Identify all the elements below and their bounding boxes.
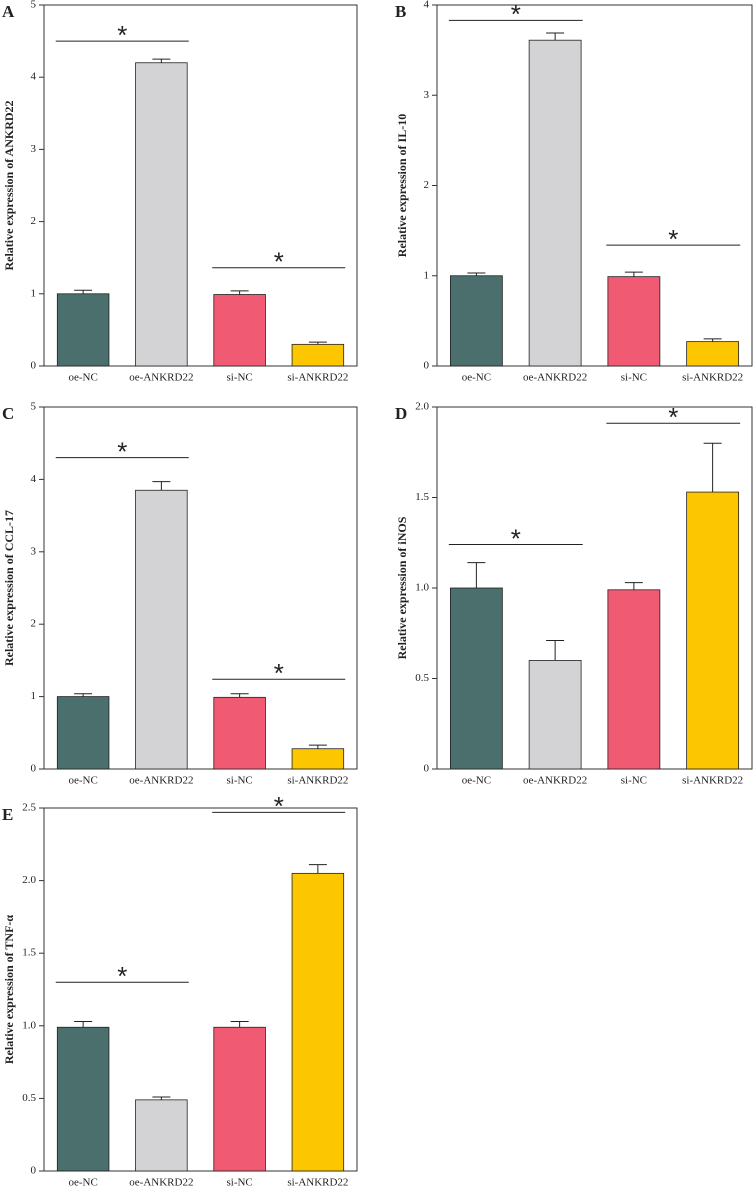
bar: [607, 276, 661, 367]
bar: [449, 587, 503, 770]
x-tick-label: oe-NC: [462, 775, 491, 787]
bar: [213, 696, 266, 770]
y-axis-label: Relative expression of IL-10: [395, 114, 409, 257]
y-tick-label: 0: [424, 360, 430, 372]
x-tick-label: oe-ANKRD22: [523, 372, 587, 384]
y-tick-label: 4: [424, 0, 430, 11]
plot-frame: [43, 4, 358, 367]
y-tick-label: 4: [31, 473, 37, 485]
x-tick-label: oe-NC: [68, 372, 97, 384]
panel-label: D: [395, 404, 407, 423]
x-tick-label: oe-ANKRD22: [129, 1177, 193, 1189]
y-tick-label: 1.5: [22, 947, 36, 959]
bar: [607, 589, 661, 770]
bar: [135, 1099, 188, 1172]
y-axis-label: Relative expression of iNOS: [395, 516, 409, 659]
y-tick-label: 3: [31, 143, 37, 155]
y-tick-label: 3: [31, 545, 37, 557]
x-tick-label: si-ANKRD22: [682, 775, 743, 787]
significance-mark: *: [274, 791, 284, 821]
y-tick-label: 5: [31, 0, 37, 11]
y-tick-label: 2.0: [22, 874, 36, 886]
x-tick-label: oe-NC: [68, 1177, 97, 1189]
bar: [213, 1026, 266, 1172]
y-tick-label: 3: [424, 89, 430, 101]
y-tick-label: 1.0: [415, 582, 429, 594]
bar: [291, 748, 345, 770]
y-tick-label: 2: [424, 179, 430, 191]
panel-label: C: [2, 404, 14, 423]
y-tick-label: 4: [31, 71, 37, 83]
panel-label: E: [2, 805, 13, 824]
significance-mark: *: [117, 437, 127, 467]
y-axis-label: Relative expression of TNF-α: [2, 915, 16, 1065]
y-tick-label: 1.0: [22, 1019, 36, 1031]
x-tick-label: oe-ANKRD22: [523, 775, 587, 787]
bar: [686, 491, 740, 770]
y-tick-label: 0: [31, 763, 37, 775]
y-tick-label: 2: [31, 215, 37, 227]
significance-mark: *: [511, 523, 521, 553]
y-tick-label: 5: [31, 401, 37, 413]
x-tick-label: si-ANKRD22: [287, 775, 348, 787]
y-tick-label: 2: [31, 618, 37, 630]
plot-frame: [43, 406, 358, 770]
y-tick-label: 1: [424, 269, 430, 281]
bar: [56, 1026, 110, 1172]
bar: [56, 293, 110, 367]
significance-mark: *: [117, 20, 127, 50]
panel-label: A: [2, 2, 15, 21]
significance-mark: *: [274, 658, 284, 688]
y-tick-label: 0: [31, 1165, 37, 1177]
x-tick-label: si-ANKRD22: [682, 372, 743, 384]
bar: [528, 660, 582, 770]
x-tick-label: oe-ANKRD22: [129, 372, 193, 384]
y-tick-label: 0.5: [415, 672, 429, 684]
x-tick-label: si-NC: [226, 1177, 252, 1189]
significance-mark: *: [117, 961, 127, 991]
panel-label: B: [395, 2, 406, 21]
x-tick-label: si-NC: [226, 372, 252, 384]
x-tick-label: si-NC: [621, 372, 647, 384]
significance-mark: *: [668, 224, 678, 254]
x-tick-label: oe-ANKRD22: [129, 775, 193, 787]
y-tick-label: 1: [31, 690, 37, 702]
bar: [56, 696, 110, 770]
x-tick-label: si-NC: [226, 775, 252, 787]
x-tick-label: oe-NC: [68, 775, 97, 787]
y-axis-label: Relative expression of CCL-17: [2, 510, 16, 666]
bar: [528, 39, 582, 367]
x-tick-label: oe-NC: [462, 372, 491, 384]
y-axis-label: Relative expression of ANKRD22: [2, 100, 16, 270]
y-tick-label: 0.5: [22, 1092, 36, 1104]
bar: [213, 294, 266, 367]
y-tick-label: 1.5: [415, 491, 429, 503]
significance-mark: *: [511, 0, 521, 29]
y-tick-label: 1: [31, 287, 37, 299]
plot-frame: [43, 807, 358, 1172]
significance-mark: *: [668, 402, 678, 432]
bar: [686, 341, 740, 367]
y-tick-label: 0: [31, 360, 37, 372]
y-tick-label: 2.5: [22, 802, 36, 814]
bar: [135, 62, 188, 367]
y-tick-label: 0: [424, 763, 430, 775]
significance-mark: *: [274, 247, 284, 277]
y-tick-label: 2.0: [415, 401, 429, 413]
bar: [291, 343, 345, 367]
bar: [449, 275, 503, 367]
x-tick-label: si-NC: [621, 775, 647, 787]
x-tick-label: si-ANKRD22: [287, 1177, 348, 1189]
bar: [135, 489, 188, 770]
bar: [291, 872, 345, 1172]
x-tick-label: si-ANKRD22: [287, 372, 348, 384]
